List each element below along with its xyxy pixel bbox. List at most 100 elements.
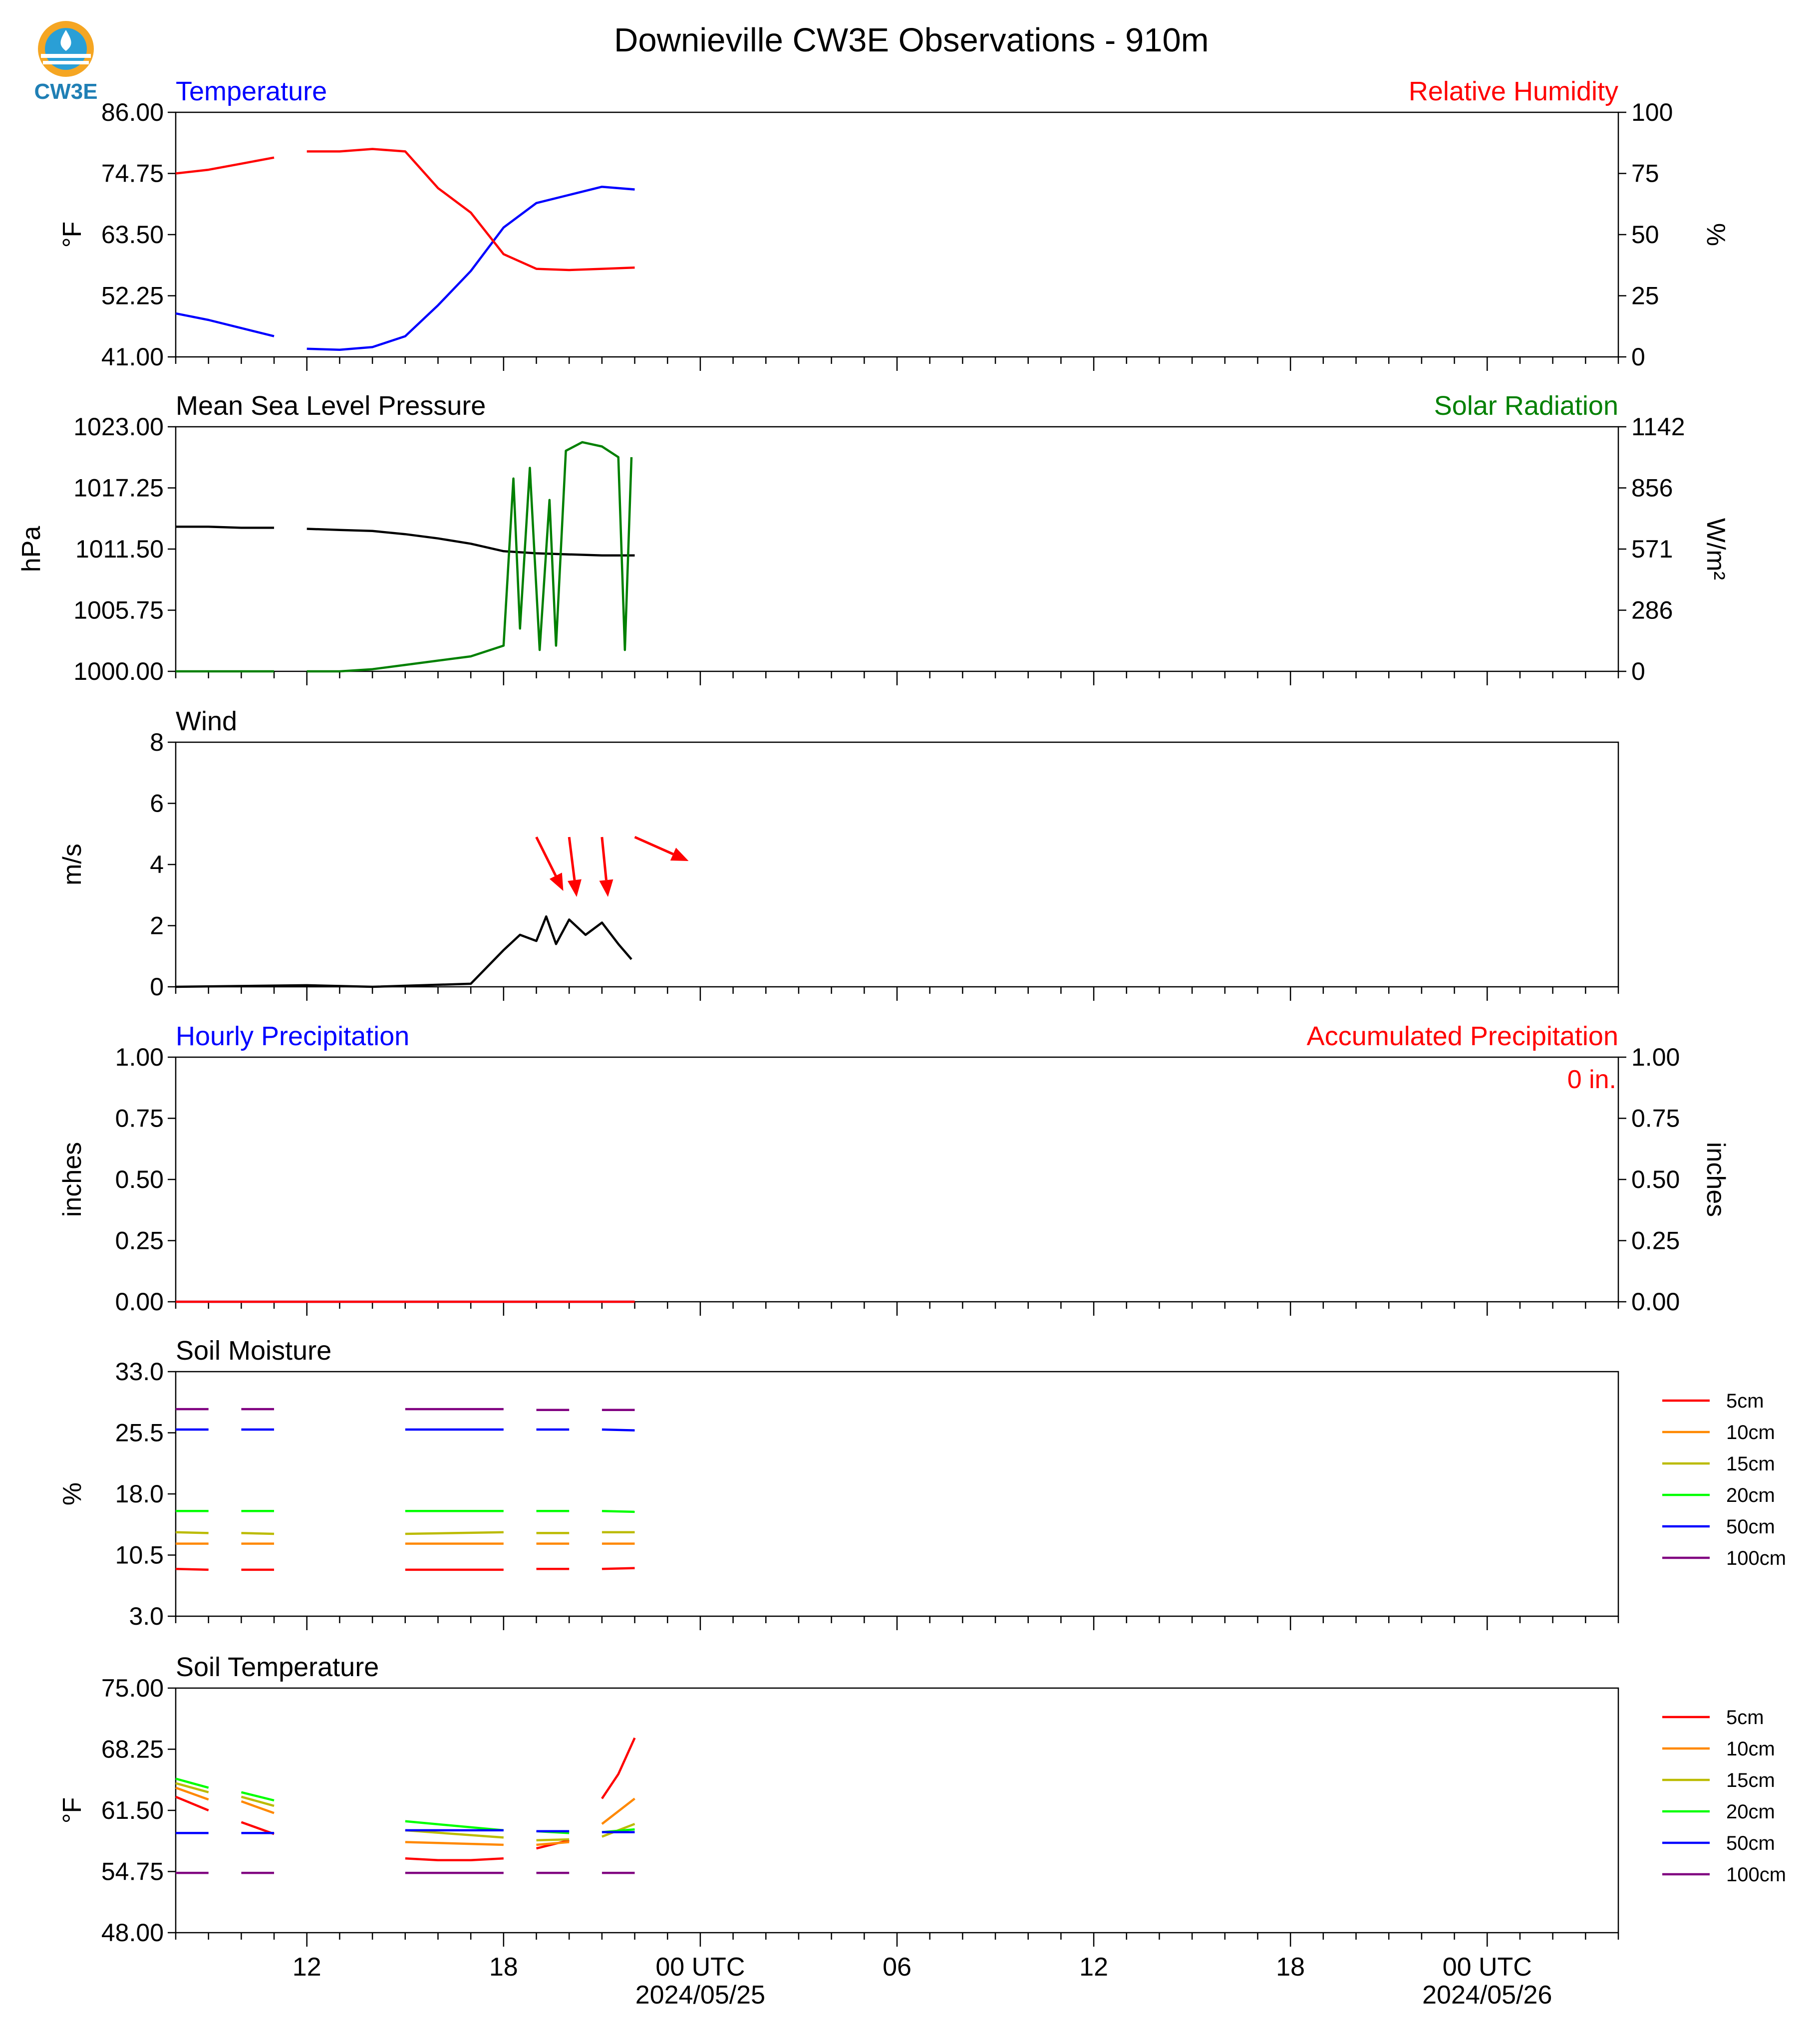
series-line-50cm [602, 1428, 635, 1432]
y-tick-label: 8 [150, 728, 164, 756]
x-tick-label: 18 [489, 1953, 518, 1982]
series-line-15cm [175, 1782, 209, 1793]
panel-title-relative-humidity: Relative Humidity [1409, 76, 1618, 106]
panel-frame [175, 111, 1619, 358]
panel-frame [175, 1371, 1619, 1617]
y-tick-label: 52.25 [101, 282, 164, 310]
accumulated-total-label: 0 in. [1567, 1065, 1616, 1094]
panel-title-accumulated-precipitation: Accumulated Precipitation [1307, 1021, 1618, 1051]
legend-label-5cm: 5cm [1726, 1390, 1764, 1412]
cw3e-logo-mark: CW3E [34, 21, 98, 104]
series-line-relative-humidity [175, 156, 275, 175]
wind-arrow-head [670, 848, 689, 861]
y-tick-label-right: 1142 [1631, 413, 1685, 441]
wind-arrow-head [599, 879, 613, 897]
y-tick-label: 63.50 [101, 221, 164, 249]
y-tick-label-right: 0.00 [1631, 1288, 1680, 1316]
panel-title-soil-moisture: Soil Moisture [176, 1336, 331, 1366]
y-tick-label: 3.0 [129, 1602, 164, 1630]
y-axis-label-right: inches [1701, 1142, 1730, 1217]
y-axis-label: hPa [17, 526, 46, 573]
legend-label-100cm: 100cm [1726, 1547, 1786, 1569]
series-line-20cm [241, 1791, 275, 1802]
y-tick-label: 4 [150, 851, 164, 878]
y-tick-label-right: 0 [1631, 657, 1645, 685]
x-tick-label: 06 [883, 1953, 911, 1982]
series-line-mean-sea-level-pressure [176, 526, 274, 529]
y-tick-label-right: 100 [1631, 98, 1673, 126]
panel-frame [175, 1056, 1619, 1303]
series-line-20cm [405, 1820, 504, 1832]
series-line-10cm [536, 1841, 570, 1846]
y-tick-label: 25.5 [115, 1419, 164, 1447]
y-tick-label: 18.0 [115, 1480, 164, 1508]
series-line-relative-humidity [306, 148, 635, 272]
panel-wind [168, 741, 1619, 1001]
y-tick-label: 1011.50 [75, 535, 164, 563]
legend-label-15cm: 15cm [1726, 1453, 1775, 1475]
y-tick-label-right: 571 [1631, 535, 1673, 563]
y-tick-label: 74.75 [101, 160, 164, 188]
series-line-10cm [405, 1841, 504, 1846]
y-tick-label-right: 1.00 [1631, 1043, 1680, 1071]
x-tick-label: 00 UTC [655, 1953, 745, 1982]
legend-label-10cm: 10cm [1726, 1422, 1775, 1444]
series-line-5cm [602, 1567, 635, 1570]
legend-label-100cm: 100cm [1726, 1864, 1786, 1886]
y-tick-label: 1005.75 [73, 596, 164, 624]
panel-frame [175, 1687, 1619, 1934]
y-tick-label-right: 0.25 [1631, 1227, 1680, 1255]
logo-text: CW3E [34, 79, 97, 101]
y-tick-label: 1.00 [115, 1043, 164, 1071]
panel-soil-temperature [168, 1687, 1710, 1947]
series-line-15cm [175, 1531, 209, 1534]
y-axis-label: °F [58, 222, 87, 248]
y-tick-label-right: 0.75 [1631, 1105, 1680, 1133]
series-line-wind-speed [175, 915, 632, 988]
series-line-20cm [175, 1777, 209, 1789]
x-tick-date-label: 2024/05/25 [635, 1981, 765, 2010]
panel-title-hourly-precipitation: Hourly Precipitation [176, 1021, 409, 1051]
wind-direction-arrow [634, 836, 674, 856]
wind-direction-arrow [568, 837, 576, 880]
y-tick-label-right: 50 [1631, 221, 1659, 249]
y-axis-label-right: W/m² [1701, 518, 1730, 580]
y-tick-label: 48.00 [101, 1919, 164, 1947]
legend-label-10cm: 10cm [1726, 1738, 1775, 1760]
series-line-15cm [405, 1829, 504, 1839]
series-line-5cm [601, 1737, 636, 1799]
series-line-15cm [536, 1838, 570, 1842]
y-tick-label-right: 75 [1631, 160, 1659, 188]
legend-label-15cm: 15cm [1726, 1769, 1775, 1791]
page-title: Downieville CW3E Observations - 910m [614, 21, 1209, 59]
legend-label-50cm: 50cm [1726, 1516, 1775, 1538]
y-tick-label: 1000.00 [73, 657, 164, 685]
series-line-15cm [241, 1795, 275, 1807]
x-tick-label: 18 [1276, 1953, 1305, 1982]
cw3e-logo: CW3E [31, 19, 101, 104]
series-line-solar-radiation [306, 441, 633, 673]
series-line-10cm [175, 1786, 209, 1801]
panel-title-mean-sea-level-pressure: Mean Sea Level Pressure [176, 391, 486, 421]
legend-label-5cm: 5cm [1726, 1707, 1764, 1729]
y-axis-label: m/s [58, 844, 87, 885]
y-tick-label-right: 25 [1631, 282, 1659, 310]
y-tick-label: 0 [150, 973, 164, 1001]
wind-direction-arrow [535, 836, 557, 876]
y-tick-label: 75.00 [101, 1674, 164, 1702]
y-tick-label: 10.5 [115, 1541, 164, 1569]
series-line-5cm [405, 1857, 504, 1862]
y-tick-label-right: 0.50 [1631, 1165, 1680, 1193]
panel-title-wind: Wind [176, 706, 237, 736]
wind-direction-arrow [601, 837, 607, 880]
y-tick-label-right: 286 [1631, 596, 1673, 624]
y-tick-label: 0.75 [115, 1105, 164, 1133]
panel-title-temperature: Temperature [176, 76, 327, 106]
panel-frame [175, 741, 1619, 988]
series-line-5cm [175, 1795, 209, 1812]
y-tick-label: 68.25 [101, 1736, 164, 1763]
y-tick-label: 61.50 [101, 1796, 164, 1824]
y-tick-label: 41.00 [101, 343, 164, 371]
x-tick-label: 12 [293, 1953, 321, 1982]
y-axis-label-right: % [1701, 223, 1730, 246]
